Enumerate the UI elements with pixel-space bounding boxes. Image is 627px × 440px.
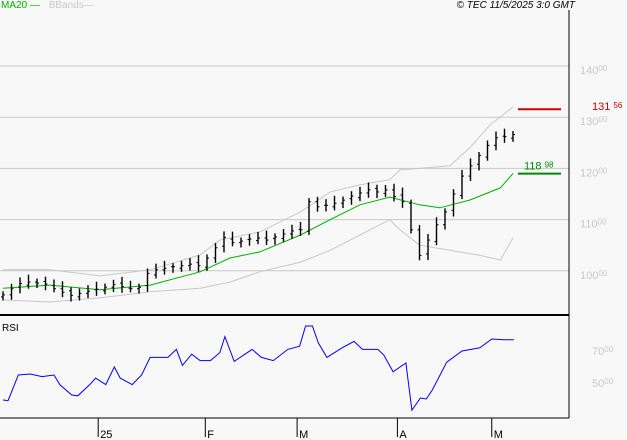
x-tick-label: A (399, 429, 407, 440)
last-value-label-bb_upper: 131 56 (592, 101, 623, 113)
price-tick-label: 12000 (580, 166, 608, 179)
ma20-line (2, 173, 514, 291)
bollinger-bands (2, 106, 514, 303)
legend-ma20: MA20 (1, 0, 28, 11)
price-tick-label: 13000 (580, 115, 608, 128)
ma20-polyline (2, 173, 514, 291)
legend-bbands: BBands (48, 0, 84, 11)
x-tick-label: F (207, 429, 214, 440)
price-tick-label: 10000 (580, 269, 608, 282)
rsi-line (2, 325, 514, 412)
bband-upper-line (3, 106, 514, 277)
rsi-tick-label: 7000 (592, 345, 614, 358)
axes: 14000 13000 12000 11000 10000 25 F M A M (0, 10, 608, 440)
copyright: © TEC 11/5/2025 3:0 GMT (456, 0, 575, 11)
legend-bbands-swatch: — (83, 0, 94, 11)
ohlc-bars (1, 128, 515, 302)
rsi-label: RSI (2, 323, 19, 334)
legend-ma20-swatch: — (27, 0, 40, 11)
price-tick-label: 11000 (580, 218, 607, 231)
bband-lower-line (2, 218, 514, 303)
last-value-markers: 131 56 118 98 (518, 101, 623, 175)
legend: MA20 — BBands— (1, 0, 94, 11)
rsi-tick-label: 5000 (592, 377, 614, 390)
grid-lines (0, 65, 569, 272)
x-tick-label: M (494, 429, 503, 440)
price-tick-label: 14000 (580, 64, 608, 77)
rsi-panel: RSI 7000 5000 (2, 323, 614, 412)
x-tick-label: M (299, 429, 308, 440)
last-value-label-ma20: 118 98 (524, 161, 554, 173)
x-tick-label: 25 (100, 429, 112, 440)
